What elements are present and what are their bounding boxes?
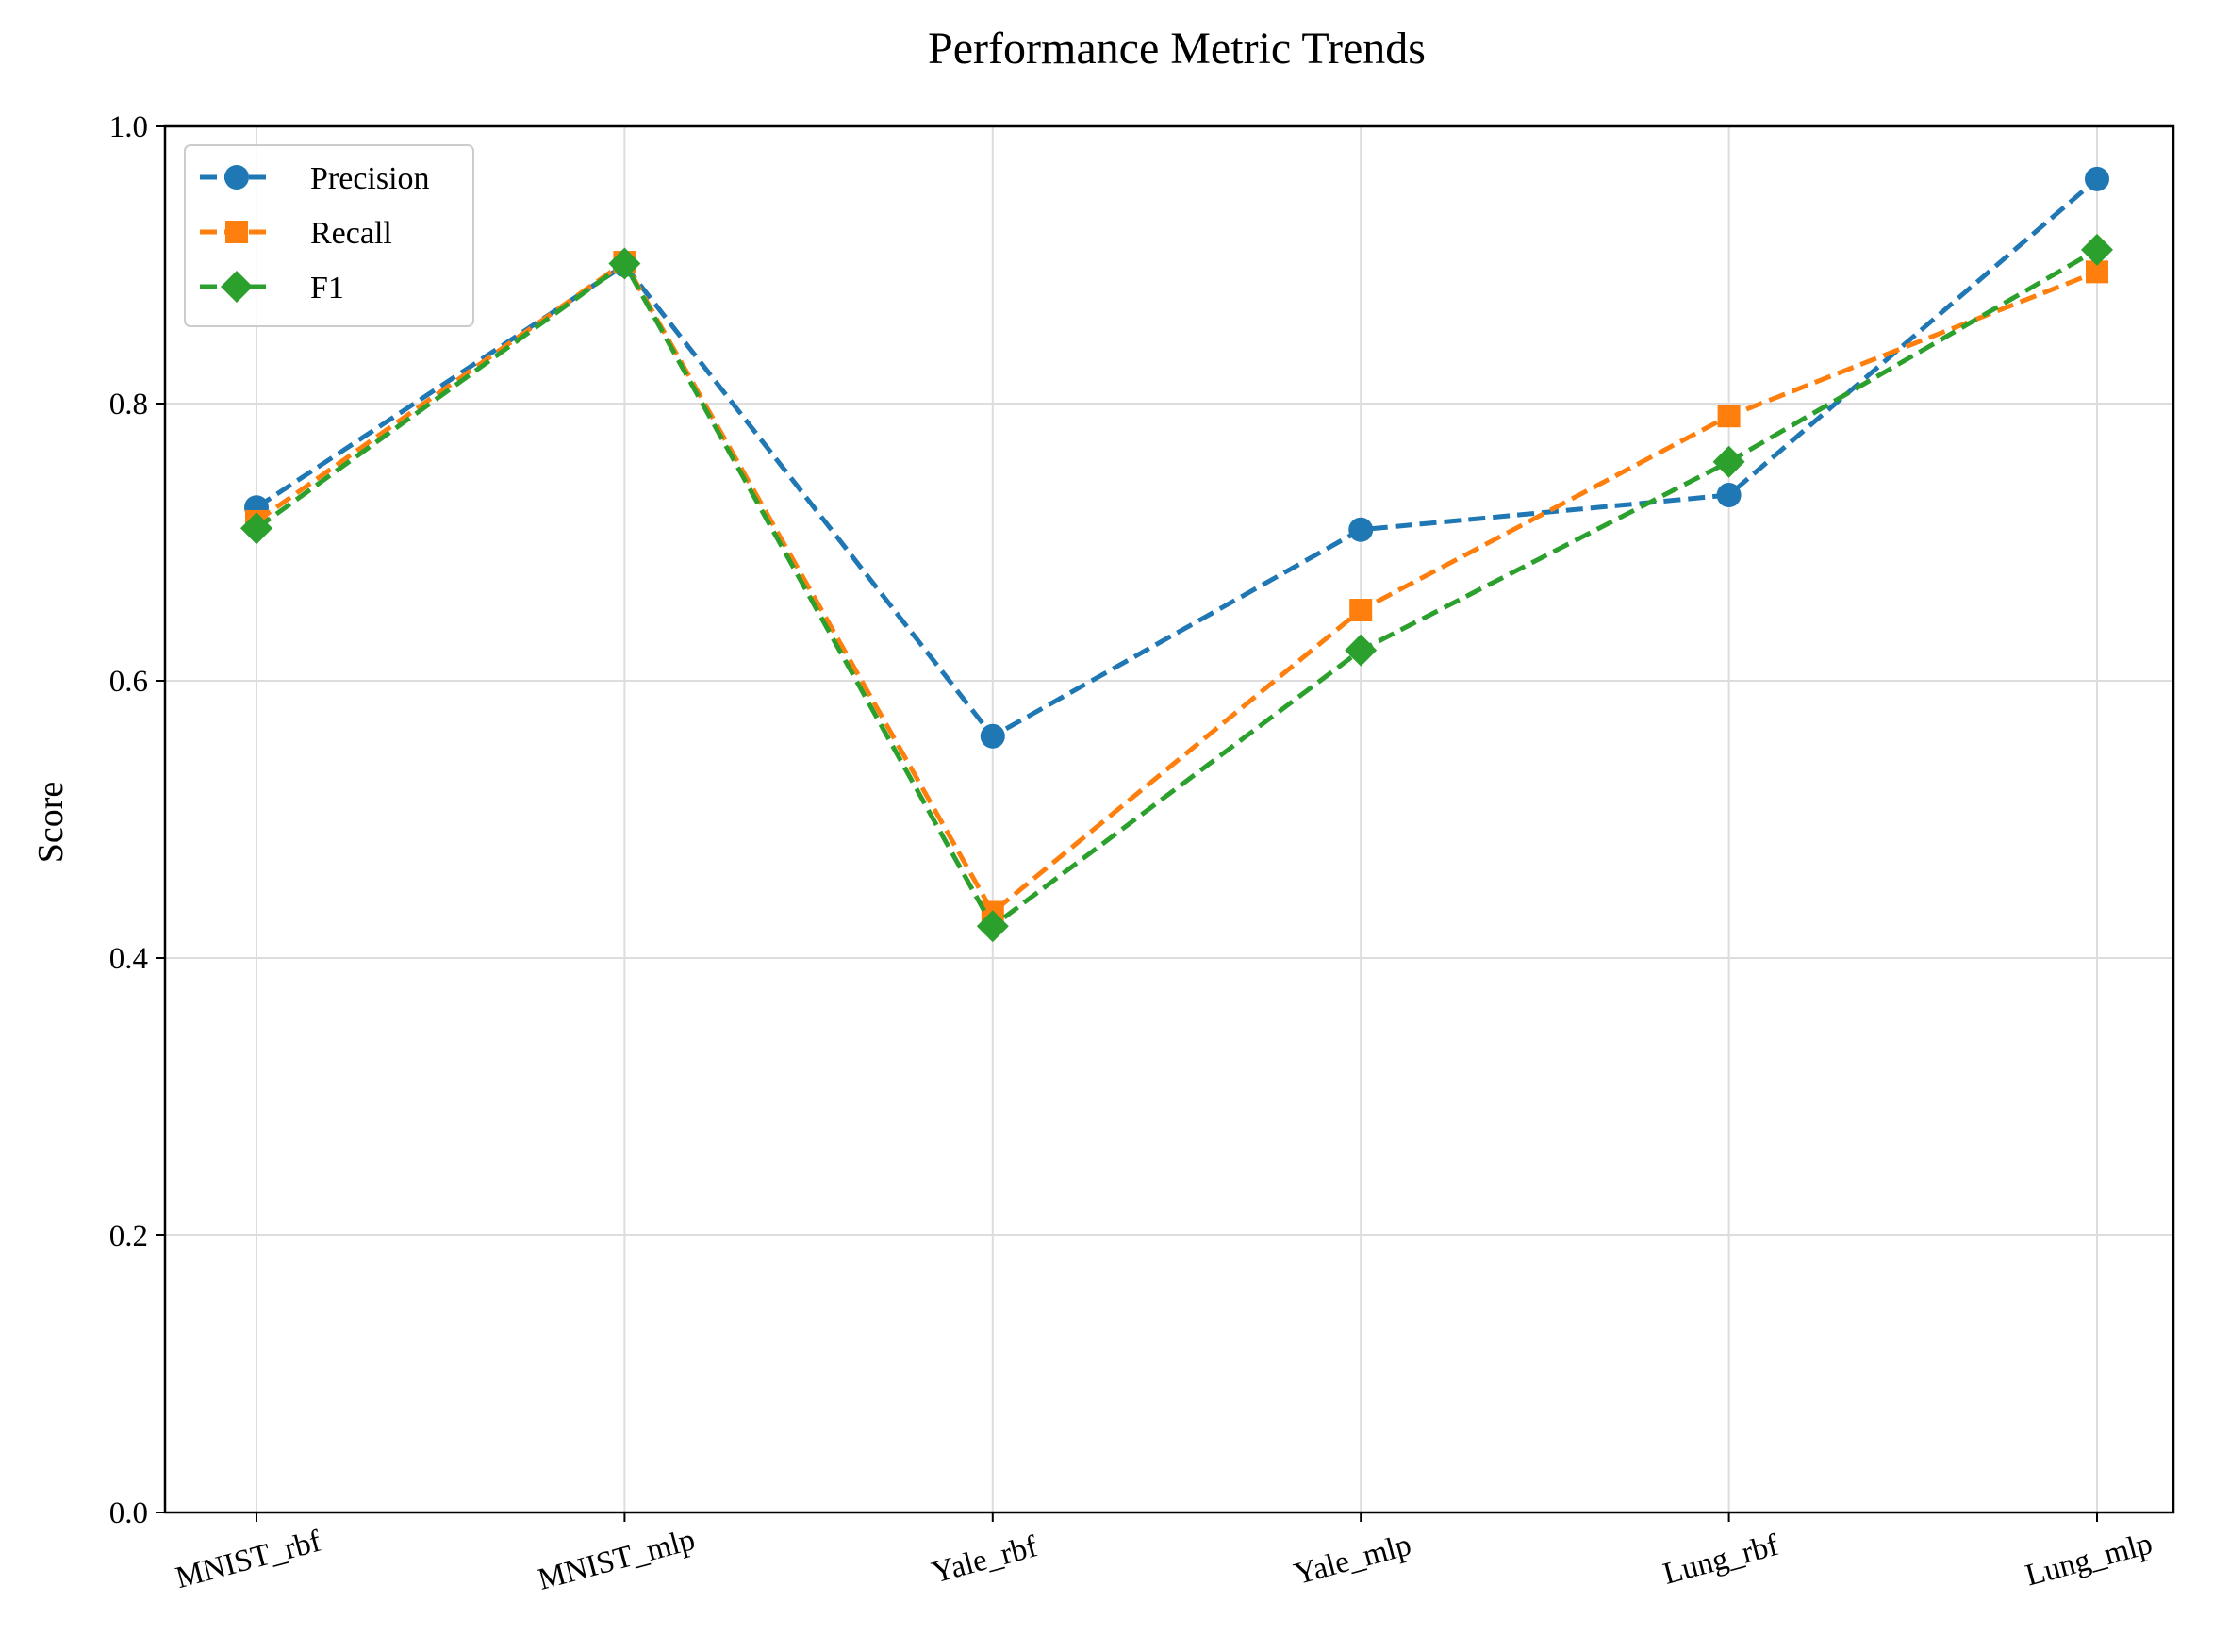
data-point-recall <box>1349 599 1373 622</box>
legend-marker <box>221 271 253 303</box>
y-tick-label: 0.4 <box>109 942 148 976</box>
legend-label: Precision <box>310 161 430 196</box>
legend-item-precision: Precision <box>200 161 430 196</box>
x-tick-label: MNIST_mlp <box>535 1523 699 1597</box>
legend-item-recall: Recall <box>200 216 392 251</box>
y-tick-label: 1.0 <box>109 110 148 144</box>
data-point-f1 <box>2081 233 2113 266</box>
legend-label: F1 <box>310 271 344 306</box>
x-tick-label: Lung_rbf <box>1660 1528 1782 1592</box>
x-tick-label: Yale_rbf <box>929 1529 1041 1590</box>
data-point-f1 <box>1712 445 1745 478</box>
data-point-precision <box>1348 517 1374 542</box>
data-point-precision <box>1716 483 1742 508</box>
series-f1 <box>240 233 2113 943</box>
x-tick-label: Yale_mlp <box>1291 1528 1415 1593</box>
series-recall <box>245 251 2108 924</box>
plot-area-frame <box>163 124 2175 1514</box>
y-tick-label: 0.0 <box>109 1496 148 1530</box>
data-point-precision <box>980 723 1005 749</box>
y-axis: 0.0 0.2 0.4 0.6 0.8 1.0 <box>109 110 165 1530</box>
data-point-f1 <box>1345 634 1378 667</box>
legend-frame <box>184 144 474 327</box>
y-tick-label: 0.8 <box>109 388 148 421</box>
series-line-precision <box>255 176 2099 739</box>
legend-label: Recall <box>310 216 392 251</box>
x-tick-label: MNIST_rbf <box>173 1525 325 1596</box>
series-precision <box>244 166 2109 749</box>
legend-item-f1: F1 <box>200 271 344 306</box>
y-tick-label: 0.6 <box>109 665 148 699</box>
data-point-f1 <box>608 247 641 280</box>
series-line-recall <box>255 259 2098 915</box>
series-layer <box>240 166 2113 943</box>
grid <box>165 125 2173 1513</box>
series-line-f1 <box>255 247 2099 929</box>
data-point-f1 <box>976 910 1009 943</box>
x-axis: MNIST_rbf MNIST_mlp Yale_rbf Yale_mlp Lung_r… <box>173 1512 2155 1597</box>
y-axis-label: Score <box>31 782 71 864</box>
legend-marker <box>225 221 248 243</box>
chart-title: Performance Metric Trends <box>928 24 1426 74</box>
data-point-precision <box>2085 166 2109 191</box>
y-tick-label: 0.2 <box>109 1219 148 1253</box>
x-tick-label: Lung_mlp <box>2022 1527 2155 1593</box>
data-point-f1 <box>240 512 272 545</box>
data-point-recall <box>1717 405 1741 428</box>
legend: Precision Recall F1 <box>184 144 474 327</box>
legend-marker <box>224 165 249 190</box>
